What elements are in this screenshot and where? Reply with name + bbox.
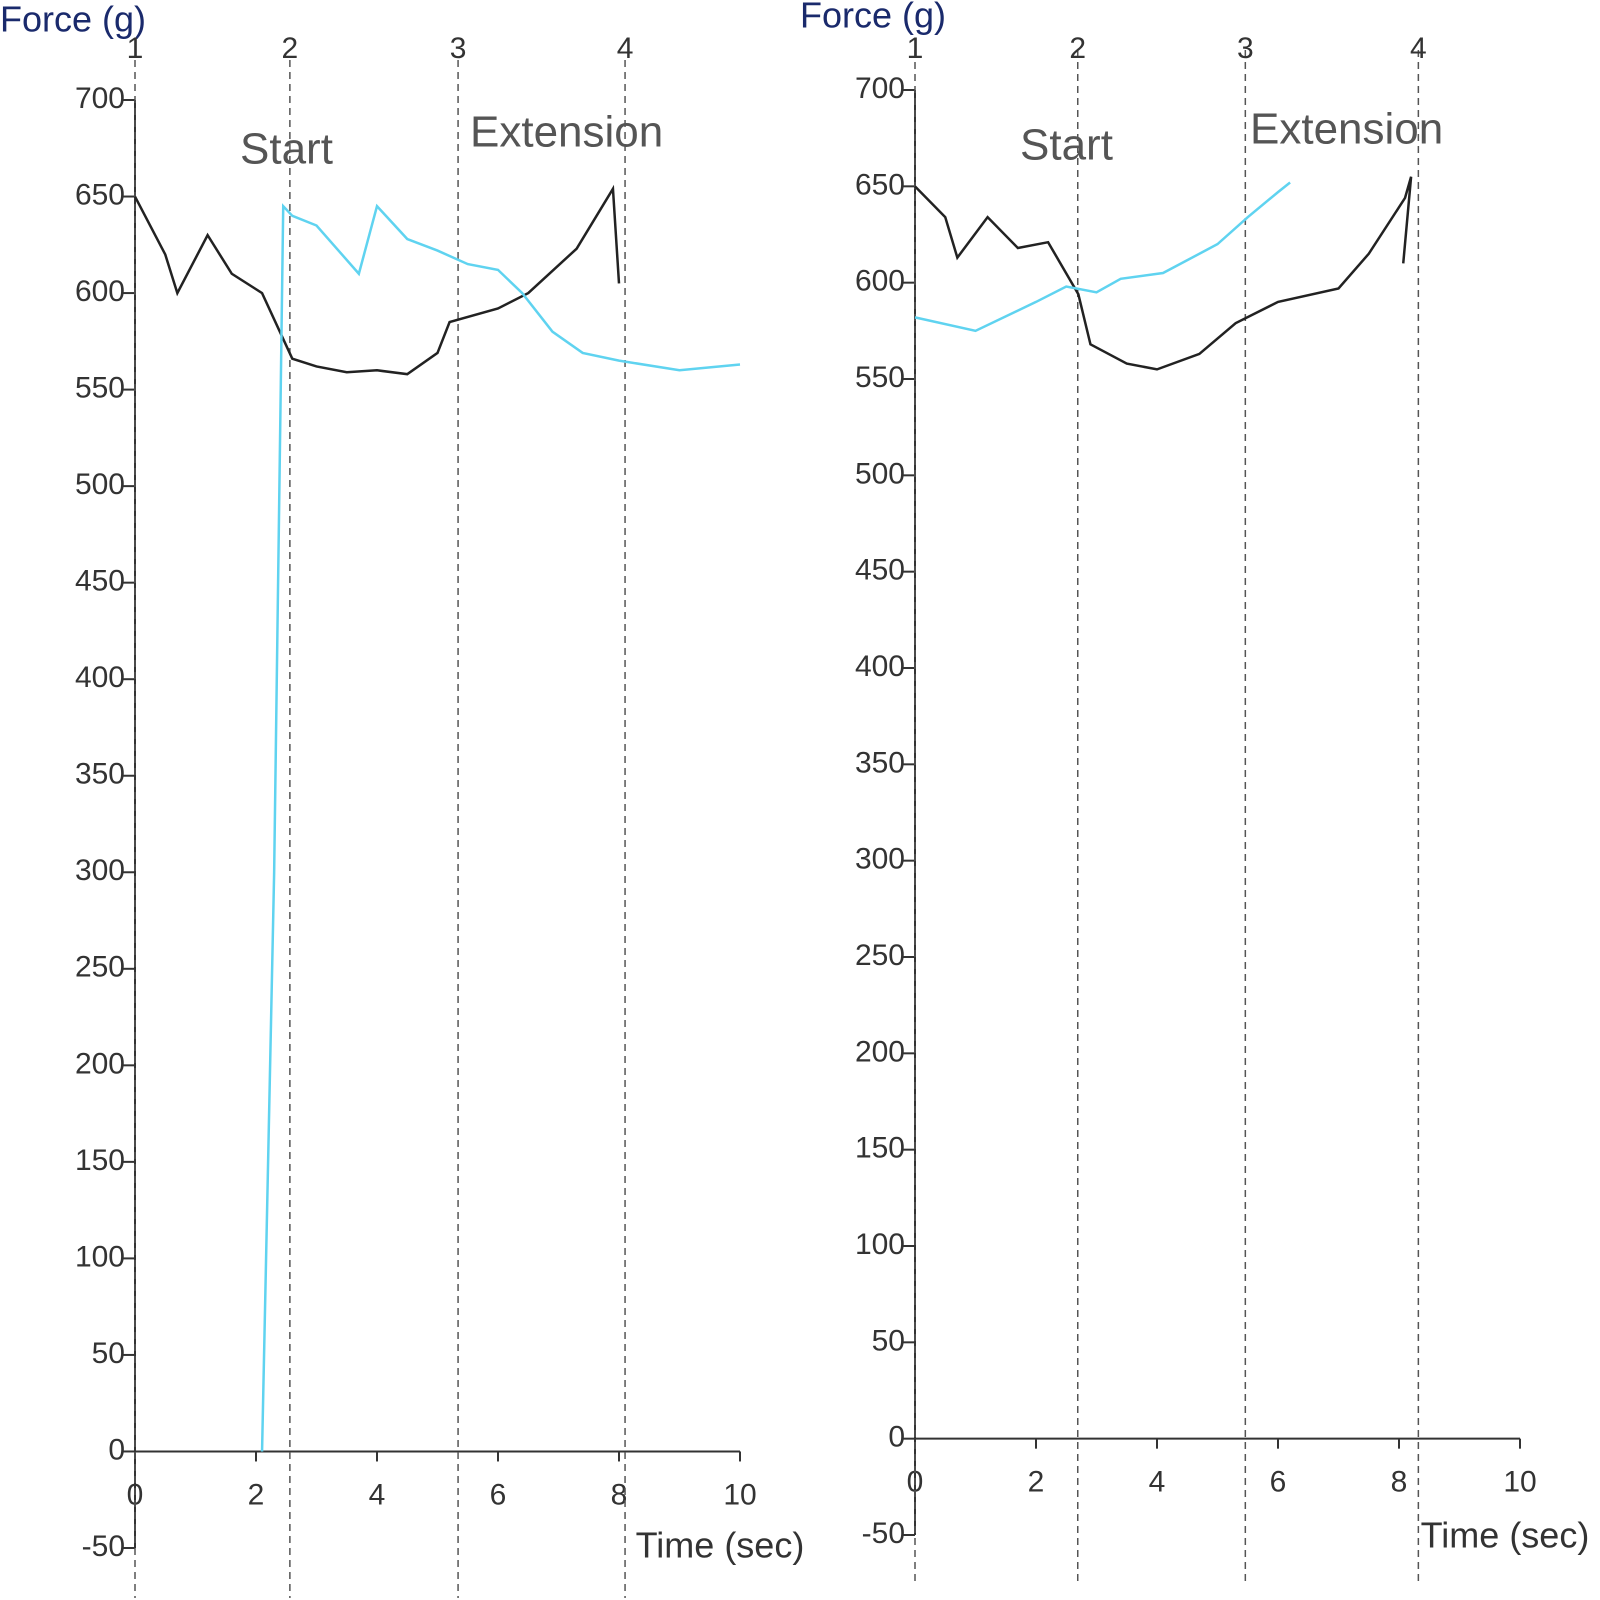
y-tick-label: 700 [75, 82, 125, 115]
y-tick-label: 250 [75, 951, 125, 984]
annotation: Extension [470, 108, 663, 157]
data-line [260, 203, 741, 1452]
x-tick-label: 4 [1149, 1466, 1166, 1499]
phase-label: 1 [907, 32, 924, 65]
y-tick-label: 250 [855, 939, 905, 972]
data-line [133, 184, 621, 376]
y-tick-label: 550 [75, 372, 125, 405]
x-tick-label: 2 [248, 1478, 265, 1511]
y-tick-label: 550 [855, 361, 905, 394]
y-tick-label: 50 [872, 1324, 905, 1357]
annotation: Start [240, 125, 333, 174]
y-tick-label: 700 [855, 72, 905, 105]
y-tick-label: 100 [855, 1228, 905, 1261]
phase-label: 1 [127, 32, 144, 65]
y-axis-title: Force (g) [0, 0, 146, 40]
y-tick-label: 400 [855, 650, 905, 683]
y-tick-label: 400 [75, 661, 125, 694]
y-axis-title: Force (g) [800, 0, 946, 36]
phase-label: 2 [282, 32, 299, 65]
x-tick-label: 8 [611, 1478, 628, 1511]
y-tick-label: 350 [855, 746, 905, 779]
x-tick-label: 6 [490, 1478, 507, 1511]
phase-label: 3 [1237, 32, 1254, 65]
y-tick-label: 150 [855, 1132, 905, 1165]
y-tick-label: 100 [75, 1240, 125, 1273]
phase-label: 4 [1410, 32, 1427, 65]
y-tick-label: 650 [855, 168, 905, 201]
x-tick-label: 4 [369, 1478, 386, 1511]
y-tick-label: 200 [75, 1047, 125, 1080]
x-tick-label: 8 [1391, 1466, 1408, 1499]
x-axis-title: Time (sec) [1421, 1515, 1590, 1556]
y-tick-label: 650 [75, 178, 125, 211]
y-tick-label: 600 [855, 265, 905, 298]
y-tick-label: 450 [855, 554, 905, 587]
y-tick-label: 500 [75, 468, 125, 501]
phase-label: 3 [450, 32, 467, 65]
phase-label: 2 [1069, 32, 1086, 65]
x-axis-title: Time (sec) [636, 1525, 805, 1566]
x-tick-label: 2 [1028, 1466, 1045, 1499]
y-tick-label: 500 [855, 457, 905, 490]
y-tick-label: 0 [888, 1421, 905, 1454]
phase-label: 4 [617, 32, 634, 65]
y-tick-label: 300 [855, 843, 905, 876]
y-tick-label: 600 [75, 275, 125, 308]
y-tick-label: 200 [855, 1035, 905, 1068]
annotation: Start [1020, 121, 1113, 170]
data-line [914, 181, 1291, 333]
y-tick-label: -50 [862, 1517, 905, 1550]
annotation: Extension [1250, 105, 1443, 154]
y-tick-label: 150 [75, 1144, 125, 1177]
y-tick-label: 300 [75, 854, 125, 887]
y-tick-label: -50 [82, 1530, 125, 1563]
y-tick-label: 450 [75, 565, 125, 598]
x-tick-label: 6 [1270, 1466, 1287, 1499]
y-tick-label: 0 [108, 1433, 125, 1466]
y-tick-label: 350 [75, 758, 125, 791]
data-line [914, 176, 1413, 371]
y-tick-label: 50 [92, 1337, 125, 1370]
x-tick-label: 10 [723, 1478, 756, 1511]
x-tick-label: 10 [1503, 1466, 1536, 1499]
